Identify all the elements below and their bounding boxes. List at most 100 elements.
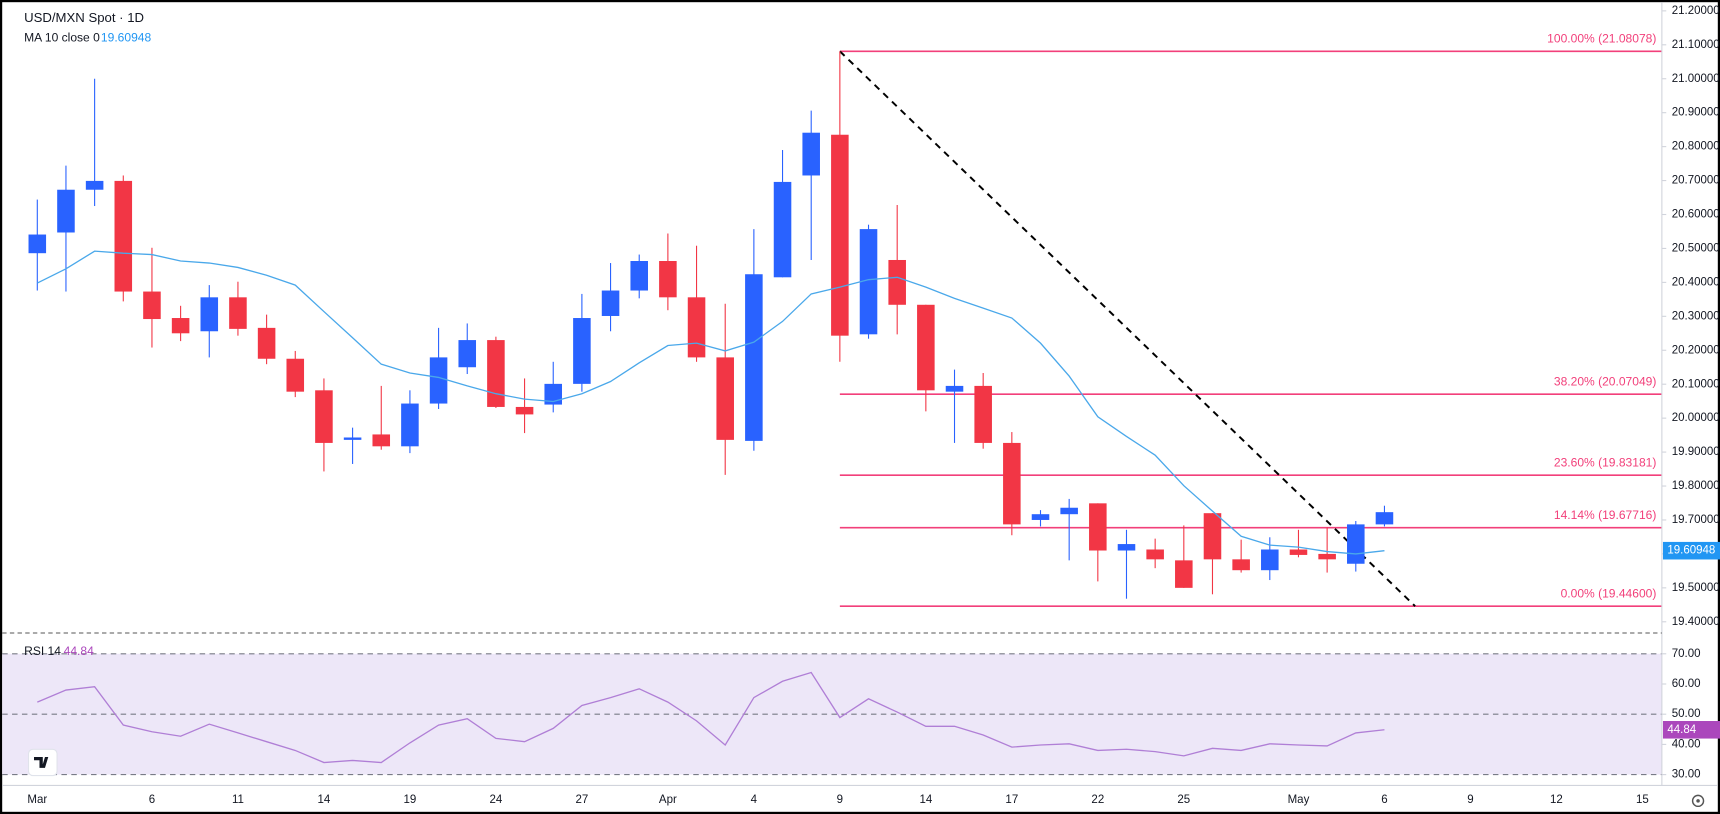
candle-body [917, 304, 935, 391]
candle-body [802, 132, 820, 176]
x-tick-label: May [1288, 794, 1310, 806]
candle-body [831, 134, 849, 336]
y-tick-label: 20.20000 [1672, 344, 1720, 356]
x-tick-label: 15 [1636, 794, 1649, 806]
candle-body [687, 297, 706, 358]
marks-layer [28, 51, 1394, 764]
y-tick-label: 70.00 [1672, 648, 1701, 660]
y-tick-label: 20.40000 [1672, 276, 1720, 288]
candle-body [143, 291, 161, 320]
candle-body [1003, 442, 1021, 525]
candle-body [458, 340, 477, 368]
candle-body [888, 259, 906, 305]
candle-body [974, 385, 992, 443]
x-tick-label: 12 [1550, 794, 1563, 806]
y-tick-label: 20.80000 [1672, 141, 1720, 153]
rsi-line [37, 671, 1385, 764]
candle-body [401, 403, 419, 447]
y-tick-label: 20.10000 [1672, 378, 1720, 390]
candle-body [1375, 512, 1394, 525]
y-tick-label: 20.30000 [1672, 310, 1720, 322]
x-tick-label: 11 [232, 794, 244, 806]
candle-body [859, 229, 878, 335]
chart-title: USD/MXN Spot · 1D [24, 10, 144, 25]
candle-body [315, 390, 333, 443]
x-tick-label: 6 [149, 794, 155, 806]
candle-body [372, 434, 391, 447]
candle-body [745, 274, 763, 441]
candle-body [659, 261, 677, 298]
ma-legend: MA 10 close 0 [24, 31, 100, 45]
candle-body [85, 180, 104, 190]
x-tick-label: 19 [404, 794, 417, 806]
x-tick-label: 9 [1467, 794, 1473, 806]
y-tick-label: 21.10000 [1672, 39, 1720, 51]
candle-body [1232, 559, 1250, 571]
y-tick-label: 19.90000 [1672, 446, 1720, 458]
ma-legend-value: 19.60948 [101, 31, 152, 45]
x-tick-label: 14 [318, 794, 331, 806]
x-tick-label: Mar [27, 794, 47, 806]
candle-body [515, 406, 534, 415]
candle-body [1318, 553, 1336, 560]
candle-body [1089, 503, 1107, 551]
y-tick-label: 20.70000 [1672, 175, 1720, 187]
x-tick-label: 22 [1091, 794, 1104, 806]
ma-price-tag: 19.60948 [1667, 545, 1715, 557]
candle-body [630, 261, 648, 291]
candle-body [429, 357, 448, 404]
candle-body [1347, 524, 1365, 564]
candle-body [171, 318, 190, 334]
candle-body [229, 297, 247, 329]
x-tick-label: 24 [490, 794, 503, 806]
y-tick-label: 60.00 [1672, 678, 1701, 690]
candle-body [544, 383, 563, 405]
candle-body [114, 180, 133, 292]
x-tick-label: 17 [1005, 794, 1018, 806]
x-tick-label: 25 [1177, 794, 1190, 806]
rsi-legend: RSI 14 [24, 644, 61, 658]
y-tick-label: 20.50000 [1672, 242, 1720, 254]
ma-line [37, 250, 1385, 555]
candle-body [1175, 560, 1193, 588]
fib-label: 38.20% (20.07049) [1554, 374, 1656, 388]
trend-line [839, 50, 1416, 607]
x-tick-label: 9 [837, 794, 843, 806]
x-tick-label: 6 [1381, 794, 1387, 806]
candle-body [257, 327, 276, 359]
settings-icon[interactable] [1691, 794, 1705, 808]
candle-body [57, 189, 75, 233]
y-tick-label: 20.60000 [1672, 209, 1720, 221]
rsi-tag-box [1662, 721, 1720, 739]
y-tick-label: 19.50000 [1672, 582, 1720, 594]
background-layer [2, 10, 1667, 776]
fib-label: 100.00% (21.08078) [1547, 31, 1656, 45]
candle-body [1261, 549, 1279, 571]
candle-body [716, 357, 734, 440]
candle-body [1146, 549, 1164, 560]
candle-body [945, 385, 964, 392]
candle-body [1117, 544, 1136, 551]
y-tick-label: 20.90000 [1672, 107, 1720, 119]
fib-label: 0.00% (19.44600) [1561, 586, 1657, 600]
candle-body [1289, 549, 1308, 555]
tv-logo [27, 748, 58, 777]
candle-body [573, 318, 591, 384]
y-tick-label: 19.70000 [1672, 514, 1720, 526]
y-tick-label: 19.80000 [1672, 480, 1720, 492]
candle-body [487, 340, 505, 407]
x-tick-label: 27 [575, 794, 588, 806]
x-tick-label: Apr [659, 794, 677, 806]
candle-body [1203, 513, 1222, 560]
y-tick-label: 21.20000 [1672, 5, 1720, 17]
candle-body [1060, 507, 1078, 515]
y-tick-label: 50.00 [1672, 708, 1701, 720]
candle-body [1031, 514, 1050, 520]
y-tick-label: 20.00000 [1672, 412, 1720, 424]
fib-label: 23.60% (19.83181) [1554, 455, 1656, 469]
fib-label: 14.14% (19.67716) [1554, 508, 1656, 522]
y-tick-label: 40.00 [1672, 738, 1701, 750]
rsi-legend-value: 44.84 [64, 644, 94, 658]
candle-body [200, 297, 219, 332]
